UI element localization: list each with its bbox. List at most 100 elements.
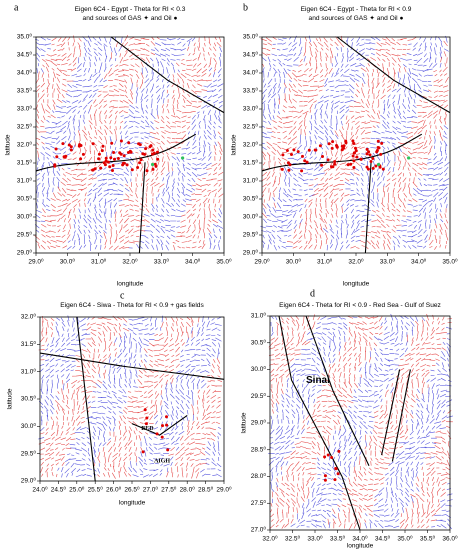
x-tick-label: 33.0⁰: [307, 535, 323, 543]
x-tick-label: 35.0⁰: [216, 258, 232, 266]
source-dot: [144, 147, 148, 151]
source-dot: [165, 423, 169, 427]
source-dot: [53, 164, 57, 168]
y-tick-label: 32.0⁰: [17, 141, 33, 149]
y-tick-label: 31.0⁰: [251, 312, 267, 320]
source-dot: [63, 155, 67, 159]
boundary-lines: [261, 36, 451, 254]
field-lines-red: [38, 315, 223, 479]
source-dot: [351, 139, 355, 143]
source-dot: [286, 161, 290, 165]
panel-letter: a: [14, 2, 19, 13]
x-tick-label: 32.0⁰: [348, 258, 364, 266]
y-tick-label: 29.5⁰: [21, 449, 37, 457]
x-tick-label: 34.0⁰: [352, 535, 368, 543]
panel-title: Eigen 6C4 - Theta for RI < 0.9 - Red Sea…: [279, 302, 441, 309]
source-dot: [354, 149, 358, 153]
panel-title: Eigen 6C4 - Egypt - Theta for RI < 0.9: [301, 6, 412, 13]
source-dot: [67, 143, 71, 147]
source-dot: [111, 169, 114, 172]
y-tick-label: 29.0⁰: [251, 419, 267, 427]
x-tick-label: 31.0⁰: [91, 258, 107, 266]
source-dot: [334, 467, 338, 470]
source-dot: [333, 162, 337, 166]
source-dot: [55, 155, 59, 159]
source-dot: [288, 163, 292, 167]
x-tick-label: 30.0⁰: [286, 258, 302, 266]
source-dot: [103, 163, 107, 167]
panel-subtitle: and sources of GAS ✦ and Oil ●: [83, 14, 178, 22]
source-dot: [323, 474, 327, 478]
map-annotation: BED: [141, 426, 154, 432]
source-dot: [371, 166, 375, 170]
y-tick-label: 34.5⁰: [243, 51, 259, 59]
boundary-lines: [39, 316, 225, 482]
x-tick-label: 33.5⁰: [330, 535, 346, 543]
map-annotation: AIGH: [154, 459, 170, 465]
y-tick-label: 35.0⁰: [17, 33, 33, 41]
x-tick-label: 24.5⁰: [51, 486, 67, 494]
x-tick-label: 32.5⁰: [285, 535, 301, 543]
source-dot: [143, 408, 147, 412]
source-dot: [327, 142, 331, 146]
source-dot: [300, 169, 304, 173]
y-tick-label: 29.0⁰: [243, 249, 259, 257]
y-tick-label: 30.5⁰: [243, 195, 259, 203]
source-dot: [104, 156, 108, 160]
field-lines-blue: [34, 35, 224, 252]
source-dot: [145, 416, 149, 420]
source-dot: [374, 164, 378, 168]
y-tick-label: 33.0⁰: [17, 105, 33, 113]
y-tick-label: 30.5⁰: [17, 195, 33, 203]
source-dot: [333, 478, 337, 482]
source-dot: [381, 167, 385, 171]
source-dot: [380, 141, 384, 145]
source-dot: [378, 165, 382, 169]
y-tick-label: 31.5⁰: [21, 340, 37, 348]
map-annotation: Sinai: [306, 375, 330, 386]
field-lines-blue: [260, 35, 450, 251]
panel-title: Eigen 6C4 - Siwa - Theta for RI < 0.9 + …: [60, 302, 204, 309]
source-dot: [78, 143, 82, 147]
x-tick-label: 36.0⁰: [442, 535, 458, 543]
y-tick-label: 34.0⁰: [243, 69, 259, 77]
x-axis-label: longitude: [119, 500, 146, 507]
source-dot: [161, 424, 164, 428]
source-dot: [303, 159, 307, 163]
source-dot: [331, 165, 335, 169]
y-tick-label: 30.5⁰: [21, 395, 37, 403]
y-tick-label: 35.0⁰: [243, 33, 259, 41]
source-dot: [307, 148, 311, 152]
source-dot: [355, 155, 359, 159]
oil-dot: [181, 156, 185, 160]
source-dot: [109, 156, 113, 160]
source-dot: [111, 164, 115, 167]
source-dot: [97, 152, 101, 156]
y-tick-label: 27.0⁰: [251, 526, 267, 534]
y-axis-label: latitude: [231, 134, 238, 155]
source-dot: [138, 143, 142, 147]
source-dot: [359, 157, 363, 161]
source-dot: [122, 154, 126, 158]
y-tick-label: 27.5⁰: [251, 499, 267, 507]
source-dot: [100, 149, 104, 153]
source-dot: [145, 169, 149, 173]
source-dot: [97, 157, 101, 161]
source-dot: [352, 142, 356, 145]
x-tick-label: 27.5⁰: [161, 486, 177, 494]
source-dot: [344, 141, 348, 145]
source-dot: [333, 160, 337, 164]
source-dot: [377, 146, 381, 150]
source-dot: [143, 152, 147, 156]
x-tick-label: 34.5⁰: [375, 535, 391, 543]
source-dot: [292, 148, 296, 152]
source-dot: [340, 144, 344, 148]
source-dot: [99, 166, 103, 170]
oil-dot: [376, 162, 381, 167]
y-tick-label: 29.5⁰: [243, 231, 259, 239]
source-dot: [336, 472, 340, 476]
x-axis-label: longitude: [347, 543, 374, 550]
x-tick-label: 34.0⁰: [185, 258, 201, 266]
y-tick-label: 34.0⁰: [17, 69, 33, 77]
source-dot: [337, 449, 341, 453]
